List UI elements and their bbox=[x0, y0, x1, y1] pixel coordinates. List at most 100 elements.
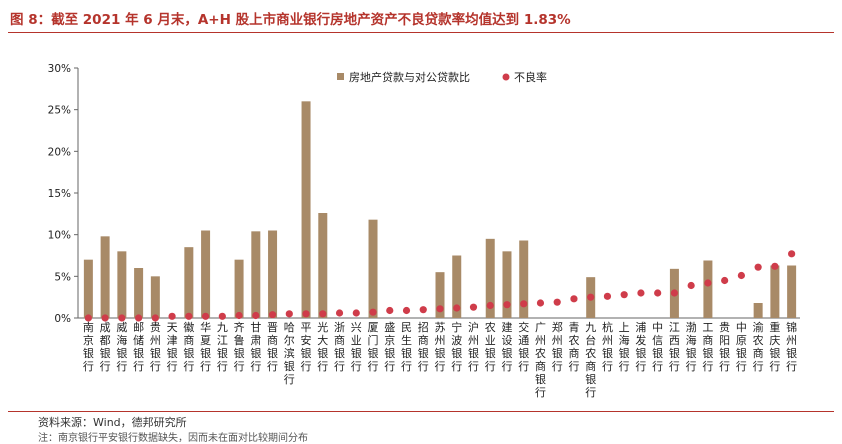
bar bbox=[268, 230, 278, 318]
dot-point bbox=[721, 276, 729, 285]
category-label: 晋商银行 bbox=[267, 321, 278, 373]
category-label: 上海银行 bbox=[619, 321, 630, 373]
dot-point bbox=[235, 311, 243, 320]
dot-point bbox=[687, 281, 695, 290]
dot-point bbox=[218, 312, 226, 320]
dot-point bbox=[302, 310, 310, 318]
y-tick-label: 25% bbox=[48, 105, 71, 117]
legend-dot-label: 不良率 bbox=[514, 70, 547, 84]
dot-point bbox=[185, 312, 193, 320]
bar bbox=[519, 240, 529, 318]
dot-point bbox=[570, 295, 578, 303]
dot-point bbox=[469, 303, 478, 311]
dot-point bbox=[402, 306, 411, 315]
category-label: 沪州银行 bbox=[468, 320, 479, 373]
dot-point bbox=[754, 263, 762, 271]
bar bbox=[435, 272, 445, 318]
category-label: 渤海银行 bbox=[686, 321, 697, 373]
category-label: 天津银行 bbox=[167, 321, 178, 373]
category-label: 齐鲁银行 bbox=[234, 320, 245, 373]
category-label: 民生银行 bbox=[401, 321, 412, 373]
dot-point bbox=[118, 314, 126, 322]
bar bbox=[318, 213, 328, 318]
dot-point bbox=[788, 250, 796, 258]
bar bbox=[117, 251, 127, 318]
category-label: 贵州银行 bbox=[150, 321, 161, 373]
category-label: 工商银行 bbox=[702, 321, 713, 373]
bar bbox=[83, 259, 93, 318]
category-labels: 南京银行成都银行威海银行邮储银行贵州银行天津银行徽商银行华夏银行九江银行齐鲁银行… bbox=[83, 320, 797, 399]
bar bbox=[703, 260, 713, 318]
category-label: 中原银行 bbox=[736, 321, 747, 373]
dot-point bbox=[503, 301, 511, 309]
category-label: 广州农商银行 bbox=[535, 321, 546, 399]
category-label: 杭州银行 bbox=[602, 320, 613, 373]
category-label: 招商银行 bbox=[418, 320, 429, 373]
category-label: 交通银行 bbox=[518, 320, 529, 373]
dot-point bbox=[453, 304, 461, 312]
category-label: 威海银行 bbox=[116, 321, 127, 373]
dot-point bbox=[520, 300, 528, 308]
dot-point bbox=[704, 279, 712, 287]
category-label: 浙商银行 bbox=[334, 321, 345, 373]
footer-divider bbox=[8, 411, 834, 412]
dot-point bbox=[654, 289, 662, 297]
bar-dot-chart: 0% 5% 10% 15% 20% 25% 30% 南京银行成都银行威海银行邮储银行贵州银行… bbox=[48, 63, 800, 399]
dot-point bbox=[603, 292, 612, 300]
y-tick-label: 30% bbox=[48, 63, 71, 75]
legend: 房地产贷款与对公贷款比 不良率 bbox=[337, 70, 547, 84]
bar bbox=[753, 303, 763, 318]
category-label: 徽商银行 bbox=[183, 320, 194, 373]
category-label: 宁波银行 bbox=[451, 320, 462, 373]
bar bbox=[502, 251, 512, 318]
y-tick-label: 0% bbox=[54, 313, 71, 325]
dot-point bbox=[436, 305, 444, 313]
bar bbox=[150, 276, 160, 318]
category-label: 农业银行 bbox=[485, 320, 496, 373]
category-label: 盛京银行 bbox=[384, 320, 395, 373]
dot-point bbox=[201, 312, 210, 320]
title-divider bbox=[8, 32, 834, 33]
category-label: 九江银行 bbox=[217, 321, 228, 373]
category-label: 中信银行 bbox=[652, 321, 663, 373]
category-label: 重庆银行 bbox=[769, 320, 780, 373]
dot-point bbox=[252, 311, 260, 320]
dot-point bbox=[369, 308, 377, 316]
bar bbox=[201, 230, 211, 318]
dot-point bbox=[771, 262, 779, 270]
category-label: 华夏银行 bbox=[200, 320, 211, 373]
category-label: 浦发银行 bbox=[635, 321, 646, 373]
bar bbox=[251, 231, 261, 318]
dot-point bbox=[319, 310, 327, 318]
category-label: 平安银行 bbox=[301, 321, 312, 373]
bar bbox=[452, 255, 462, 318]
legend-dot-swatch bbox=[502, 73, 510, 81]
category-label: 锦州银行 bbox=[786, 320, 797, 373]
bar bbox=[787, 265, 797, 318]
category-label: 建设银行 bbox=[501, 320, 512, 373]
dot-point bbox=[737, 271, 745, 280]
category-label: 邮储银行 bbox=[133, 321, 144, 373]
dot-point bbox=[587, 293, 595, 301]
dot-point bbox=[419, 306, 427, 314]
dot-point bbox=[486, 301, 494, 310]
y-tick-label: 20% bbox=[48, 146, 71, 158]
category-label: 哈尔滨银行 bbox=[284, 321, 295, 386]
category-label: 苏州银行 bbox=[435, 321, 446, 373]
source-note: 资料来源：Wind，德邦研究所 bbox=[38, 416, 187, 429]
bar bbox=[368, 219, 378, 318]
legend-bar-swatch bbox=[337, 73, 344, 80]
category-label: 江西银行 bbox=[669, 321, 680, 373]
category-label: 贵阳银行 bbox=[719, 321, 730, 373]
dot-point bbox=[352, 309, 360, 317]
category-label: 厦门银行 bbox=[368, 321, 379, 373]
bar bbox=[485, 238, 495, 318]
dot-point bbox=[151, 314, 159, 322]
category-label: 郑州银行 bbox=[552, 320, 563, 373]
y-tick-labels: 0% 5% 10% 15% 20% 25% 30% bbox=[48, 63, 78, 325]
dot-point bbox=[168, 312, 176, 320]
category-label: 甘肃银行 bbox=[250, 321, 261, 373]
dot-point bbox=[268, 311, 277, 319]
category-label: 兴业银行 bbox=[351, 321, 362, 373]
category-label: 青农商行 bbox=[568, 321, 579, 373]
